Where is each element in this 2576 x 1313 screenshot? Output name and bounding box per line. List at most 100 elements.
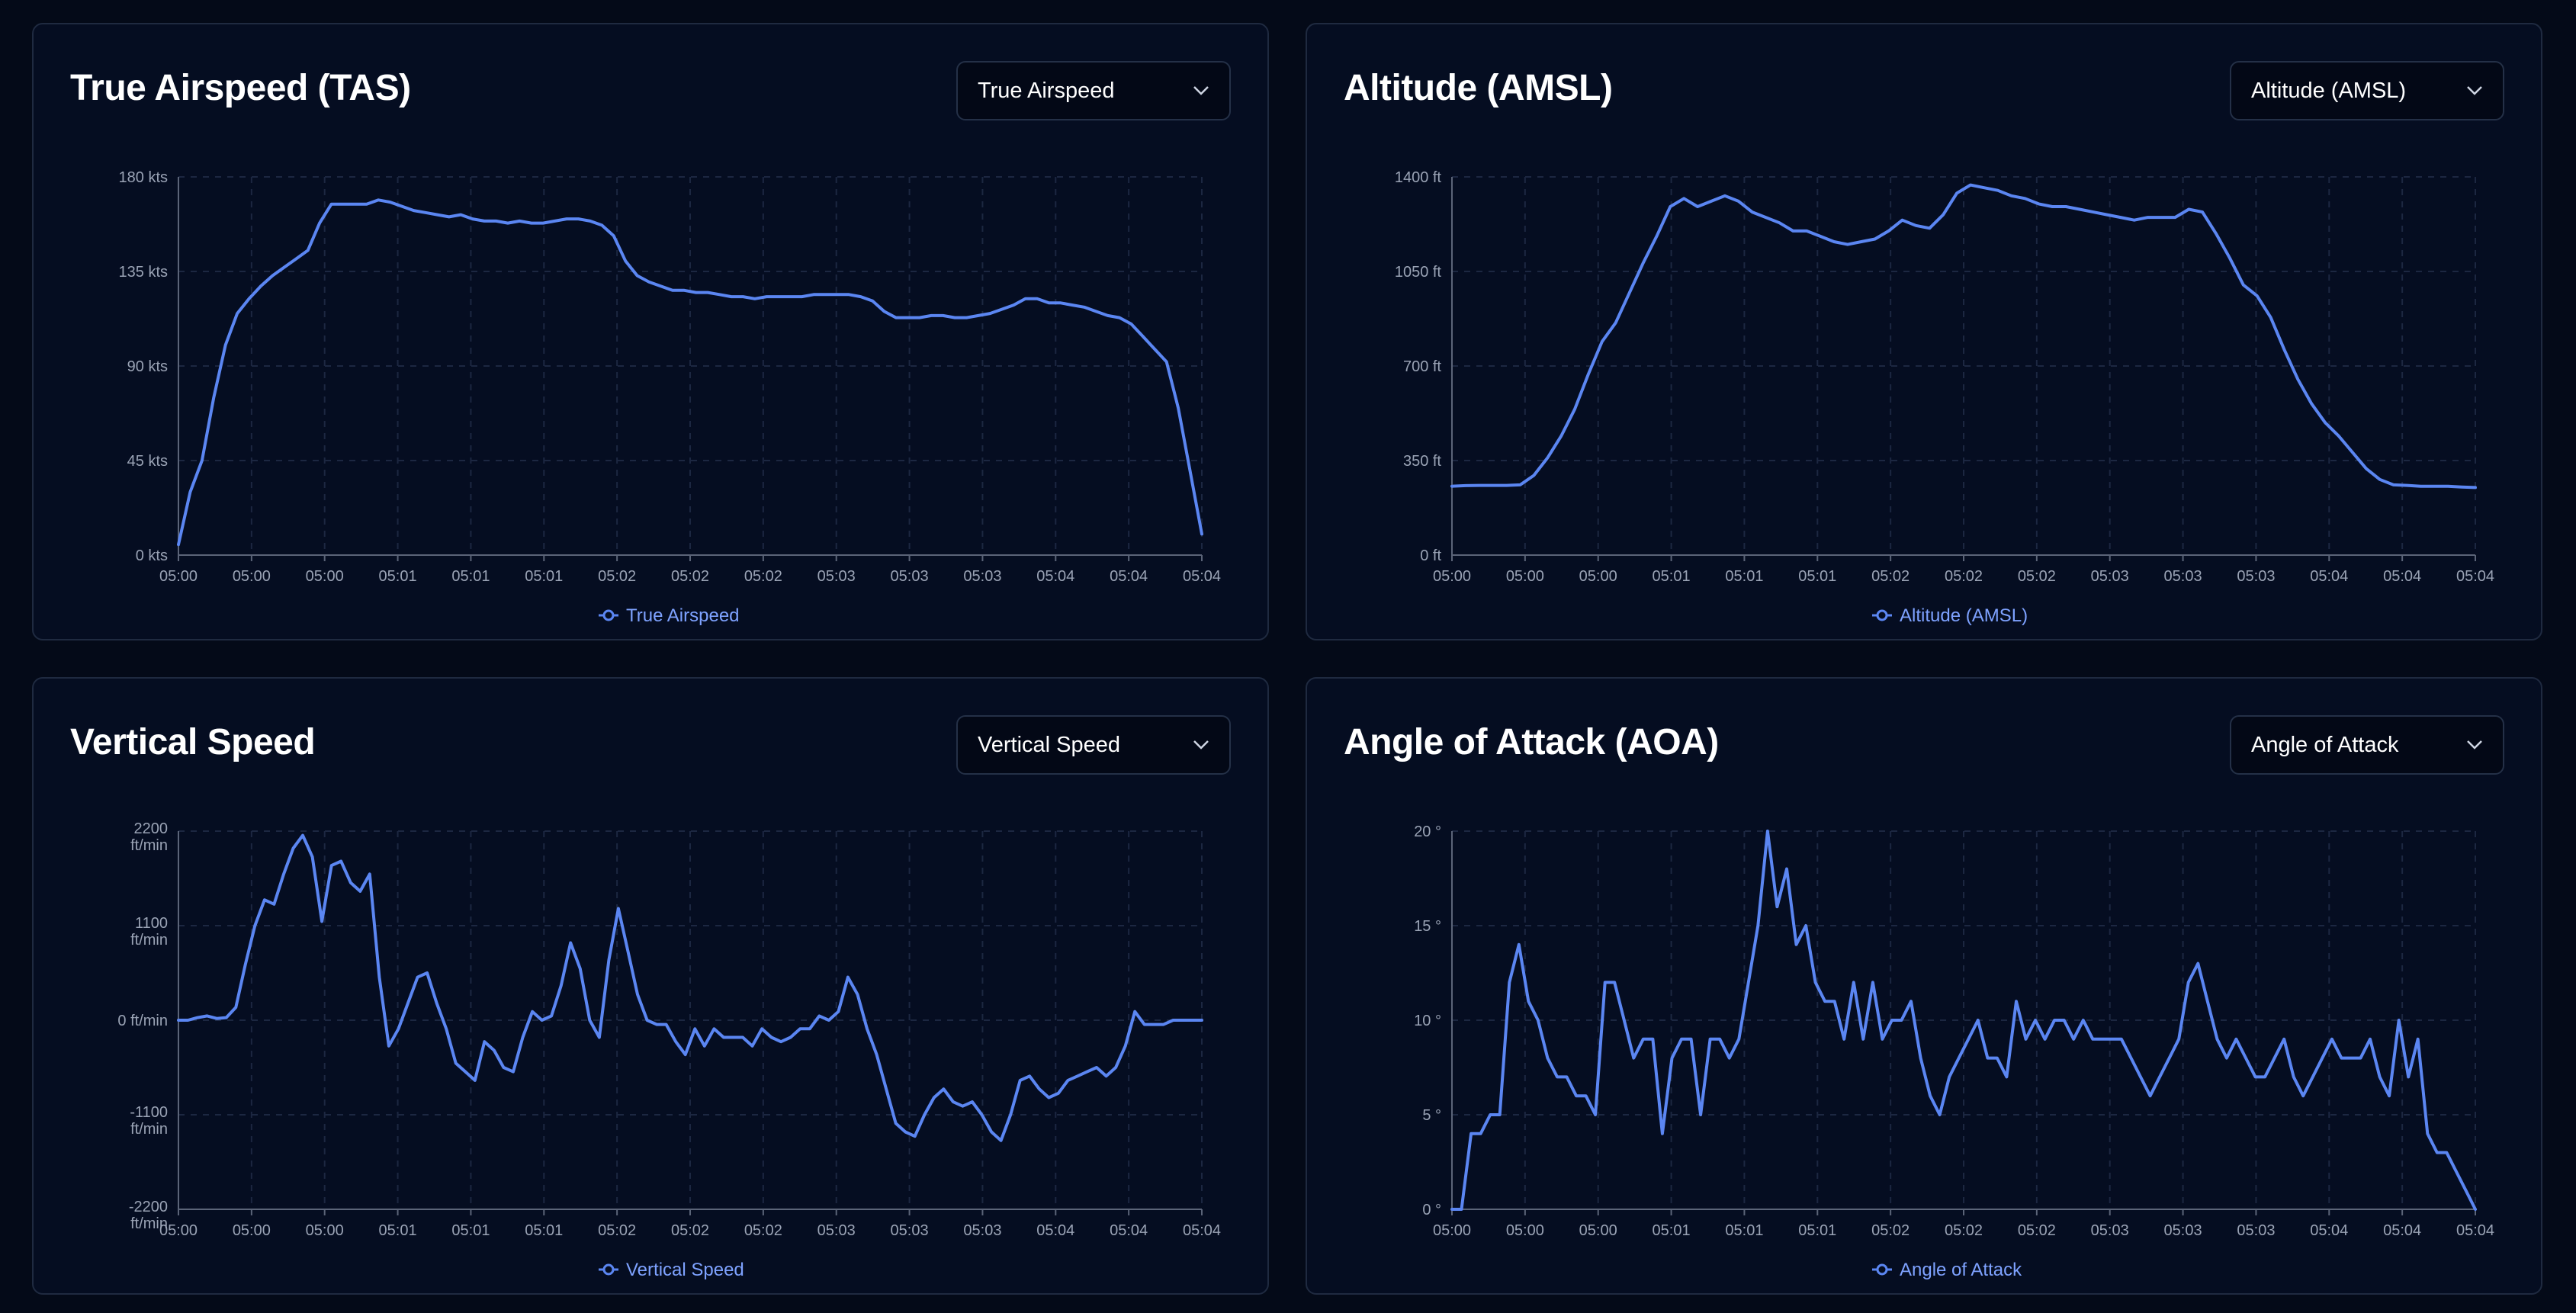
data-point [742, 1036, 744, 1039]
x-tick-label: 05:02 [2018, 1222, 2056, 1239]
data-point [1019, 1079, 1021, 1081]
data-point [1013, 304, 1015, 307]
data-point [2016, 1000, 2018, 1003]
data-point [2273, 1057, 2276, 1059]
data-point [454, 1062, 457, 1064]
data-point [1077, 1075, 1079, 1077]
data-point [1059, 302, 1062, 304]
data-point [656, 1023, 658, 1026]
x-tick-label: 05:00 [233, 1222, 271, 1239]
data-point [483, 1041, 486, 1043]
data-point [319, 222, 321, 224]
data-point [448, 216, 450, 218]
x-tick-label: 05:01 [1798, 1222, 1836, 1239]
y-tick-label-line: -1100 [130, 1104, 168, 1121]
data-point [532, 1010, 534, 1013]
data-point [1029, 1075, 1031, 1077]
data-point [530, 222, 532, 224]
x-tick-label: 05:02 [1871, 568, 1910, 585]
data-point [2188, 208, 2190, 210]
x-tick-label: 05:00 [159, 568, 198, 585]
data-point [742, 296, 744, 298]
data-point [2283, 1038, 2285, 1040]
data-point [2202, 211, 2204, 213]
x-tick-label: 05:03 [963, 1222, 1001, 1239]
data-point [2254, 1076, 2256, 1078]
data-point [801, 296, 803, 298]
data-point [2178, 1038, 2180, 1040]
x-tick-label: 05:01 [379, 1222, 417, 1239]
data-point [718, 294, 721, 296]
data-point [1201, 533, 1203, 535]
data-point [933, 1096, 935, 1099]
data-point [359, 890, 361, 892]
data-point [1095, 310, 1097, 313]
data-point [1575, 1095, 1578, 1097]
data-point [577, 218, 580, 220]
line-chart: 0 ft 350 ft 700 ft 1050 ft 1400 ft 05:00 05:00… [1307, 24, 2544, 642]
data-point [1162, 1023, 1164, 1026]
data-point [1910, 1000, 1913, 1003]
y-tick-label: 1100 ft/min [130, 915, 168, 949]
y-tick-label: 10 ° [1414, 1013, 1441, 1029]
line-chart: 0 °5 °10 °15 °20 °05:00 05:00 05:00 05:01 05… [1307, 679, 2544, 1296]
x-tick-label: 05:03 [2091, 1222, 2129, 1239]
data-point [2216, 1038, 2218, 1040]
data-point [1820, 235, 1822, 237]
data-point [601, 224, 603, 226]
data-point [780, 1041, 782, 1043]
data-point [1547, 457, 1549, 459]
data-point [424, 211, 426, 213]
data-point [2054, 1019, 2056, 1022]
data-point [2475, 1209, 2477, 1211]
data-point [1165, 361, 1168, 363]
x-tick-label: 05:04 [1036, 1222, 1074, 1239]
data-point [1671, 1057, 1673, 1059]
data-point [311, 856, 313, 858]
data-point [365, 203, 368, 205]
x-tick-label: 05:00 [1506, 568, 1544, 585]
data-point [445, 1028, 448, 1030]
data-point [407, 1002, 410, 1004]
y-tick-label-line: ft/min [130, 1121, 168, 1138]
data-point [617, 907, 619, 910]
x-tick-label: 05:00 [1506, 1222, 1544, 1239]
data-point [2187, 981, 2189, 984]
data-point [904, 1131, 907, 1133]
data-point [1709, 1038, 1711, 1040]
x-tick-label: 05:01 [1725, 568, 1763, 585]
data-point [1556, 1076, 1559, 1078]
data-point [707, 291, 709, 294]
data-point [683, 289, 686, 291]
data-point [2038, 203, 2040, 205]
legend-marker [604, 611, 613, 620]
y-tick-label: 0 kts [136, 547, 168, 564]
data-point [201, 460, 203, 462]
data-point [377, 199, 380, 201]
x-tick-label: 05:03 [2237, 1222, 2275, 1239]
data-point [401, 205, 403, 207]
y-tick-label: 135 kts [119, 264, 168, 281]
data-point [2447, 485, 2449, 487]
data-point [1154, 348, 1156, 351]
data-point [952, 1101, 954, 1103]
data-point [178, 544, 180, 546]
data-point [907, 316, 909, 319]
data-point [930, 314, 933, 316]
data-point [1843, 1038, 1845, 1040]
data-point [283, 873, 285, 875]
data-point [2206, 1000, 2208, 1003]
x-tick-label: 05:01 [1653, 568, 1691, 585]
data-point [2475, 486, 2477, 489]
data-point [1656, 235, 1658, 237]
data-point [942, 314, 944, 316]
data-point [1969, 184, 1971, 186]
data-point [1900, 1019, 1903, 1022]
data-point [260, 285, 262, 287]
data-point [675, 1041, 677, 1043]
data-point [1191, 1019, 1193, 1022]
data-point [1778, 222, 1781, 224]
data-point [1987, 1057, 1989, 1059]
x-tick-label: 05:02 [744, 1222, 782, 1239]
x-tick-label: 05:00 [1579, 568, 1617, 585]
